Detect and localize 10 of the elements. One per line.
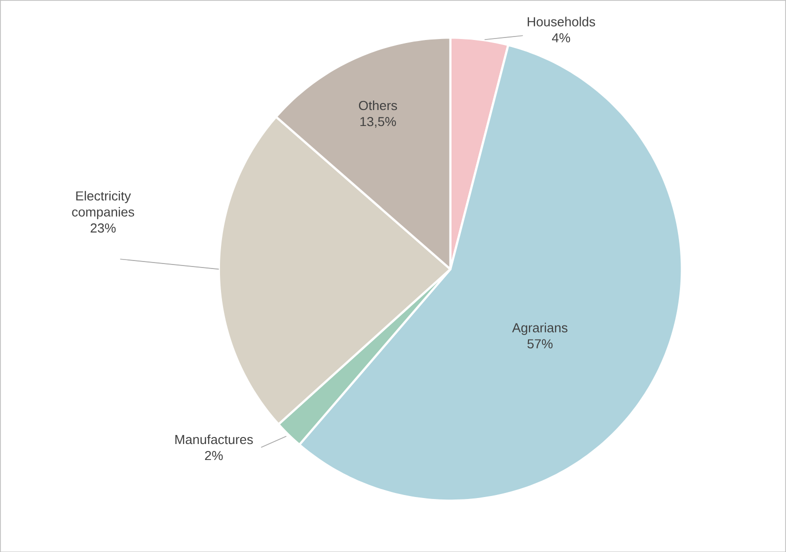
data-label: 57% — [527, 339, 553, 348]
slice-label: Agrarians — [512, 322, 568, 335]
data-label: 23% — [90, 223, 116, 232]
slice-label: Electricity companies — [72, 190, 134, 219]
slice-label: Manufactures — [175, 434, 253, 444]
slice-label: Others — [358, 100, 398, 110]
data-label: 2% — [205, 450, 223, 460]
data-label: 4% — [552, 33, 570, 42]
data-label: 13,5% — [360, 116, 396, 128]
slice-label: Households — [528, 16, 596, 26]
